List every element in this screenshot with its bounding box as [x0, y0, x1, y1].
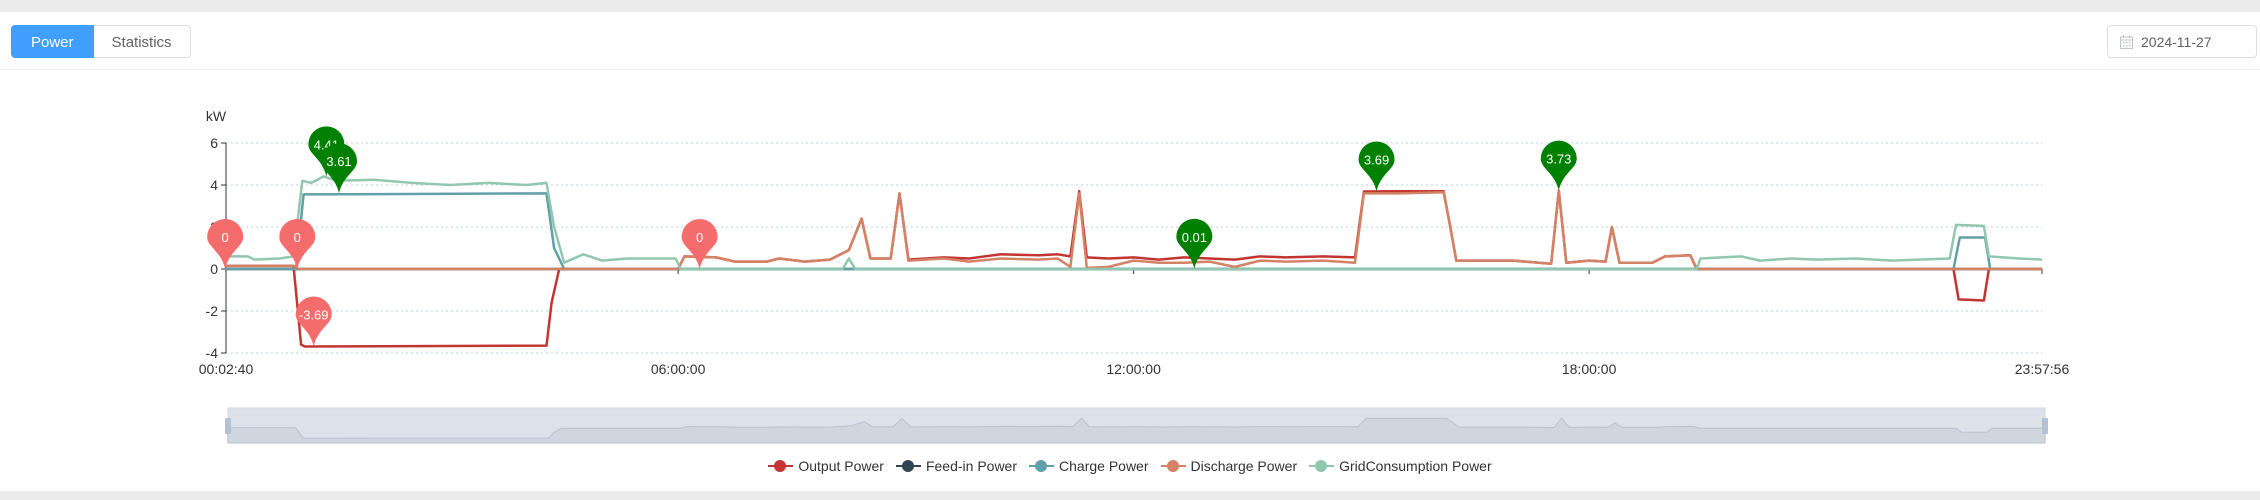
tab-statistics[interactable]: Statistics: [93, 25, 191, 58]
pin-icon: [1540, 140, 1577, 191]
slider-handle-left[interactable]: [225, 418, 231, 434]
legend: Output Power Feed-in Power Charge Power Dis…: [0, 458, 2260, 474]
data-zoom-slider[interactable]: [225, 407, 2048, 444]
max-marker-pin: 3.61: [321, 143, 358, 194]
marker-label: 0.01: [1182, 230, 1207, 245]
series-line-gridconsumption-power: [225, 175, 2043, 271]
legend-label: Discharge Power: [1190, 458, 1298, 474]
min-marker-pin: -3.69: [295, 296, 332, 347]
marker-label: 0: [294, 230, 301, 245]
legend-item[interactable]: GridConsumption Power: [1309, 458, 1492, 474]
slider-handle-right[interactable]: [2042, 418, 2048, 434]
max-marker-pin: 3.73: [1540, 140, 1577, 191]
view-tabs: Power Statistics: [11, 25, 191, 58]
pin-icon: [279, 219, 316, 269]
x-tick-label: 00:02:40: [199, 361, 254, 377]
legend-line-circle-icon: [1029, 459, 1055, 473]
y-tick-label: 0: [210, 261, 218, 277]
y-axis-unit: kW: [206, 108, 227, 124]
legend-line-circle-icon: [895, 459, 921, 473]
marker-label: 0: [222, 230, 229, 245]
legend-item[interactable]: Discharge Power: [1160, 458, 1298, 474]
min-marker-pin: 0: [279, 219, 316, 269]
x-tick-label: 06:00:00: [651, 361, 706, 377]
y-tick-label: -4: [206, 345, 219, 361]
tab-power[interactable]: Power: [11, 25, 94, 58]
min-marker-pin: 0: [681, 219, 718, 269]
pin-icon: [295, 296, 332, 347]
pin-icon: [1358, 141, 1395, 192]
legend-label: GridConsumption Power: [1339, 458, 1492, 474]
date-value: 2024-11-27: [2141, 33, 2212, 50]
legend-label: Feed-in Power: [925, 458, 1018, 474]
x-tick-label: 12:00:00: [1106, 361, 1161, 377]
max-marker-pin: 0.01: [1176, 218, 1213, 269]
legend-line-circle-icon: [1309, 459, 1335, 473]
markers: 0 0 0-3.694.413.610.013.69 3.73: [207, 126, 1577, 347]
legend-label: Output Power: [798, 458, 884, 474]
series-line-discharge-power: [225, 189, 2043, 271]
calendar-icon: [2120, 34, 2133, 49]
slider-data-shadow: [226, 417, 2046, 444]
legend-item[interactable]: Charge Power: [1029, 458, 1149, 474]
legend-label: Charge Power: [1059, 458, 1149, 474]
header-divider: [0, 69, 2260, 70]
pin-icon: [681, 219, 718, 269]
marker-label: 3.73: [1546, 152, 1571, 167]
axes: 6420-2-400:02:4006:00:0012:00:0018:00:00…: [199, 135, 2070, 377]
min-marker-pin: 0: [207, 219, 244, 269]
series-lines: [225, 175, 2043, 348]
legend-line-circle-icon: [1160, 459, 1186, 473]
pin-icon: [207, 219, 244, 269]
marker-label: 3.69: [1364, 153, 1389, 168]
x-tick-label: 23:57:56: [2015, 361, 2070, 377]
max-marker-pin: 3.69: [1358, 141, 1395, 192]
date-picker[interactable]: 2024-11-27: [2107, 25, 2257, 58]
legend-item[interactable]: Feed-in Power: [895, 458, 1018, 474]
y-tick-label: 6: [210, 135, 218, 151]
marker-label: 0: [696, 230, 703, 245]
marker-label: 3.61: [326, 154, 351, 169]
y-tick-label: 4: [210, 177, 218, 193]
marker-label: -3.69: [299, 307, 329, 322]
legend-item[interactable]: Output Power: [768, 458, 884, 474]
grid-lines: [226, 142, 2042, 354]
legend-line-circle-icon: [768, 459, 794, 473]
x-tick-label: 18:00:00: [1562, 361, 1617, 377]
y-tick-label: -2: [206, 303, 219, 319]
pin-icon: [321, 143, 358, 194]
pin-icon: [1176, 218, 1213, 269]
